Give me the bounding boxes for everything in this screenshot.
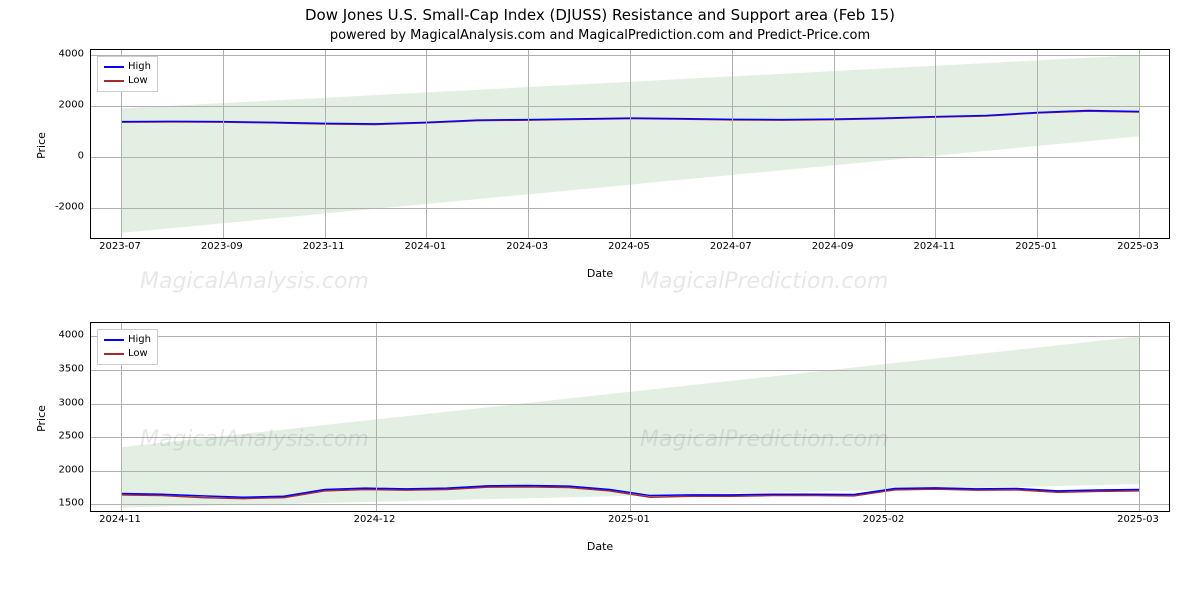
legend-high-line-icon — [104, 66, 124, 68]
legend-low-line-icon — [104, 80, 124, 82]
xtick-label: 2024-12 — [354, 514, 396, 525]
chart-2-legend: High Low — [97, 329, 158, 365]
legend-high-label: High — [128, 60, 151, 74]
legend-low-label: Low — [128, 347, 148, 361]
xtick-label: 2024-03 — [506, 241, 548, 252]
ytick-label: -2000 — [40, 201, 84, 212]
page-title: Dow Jones U.S. Small-Cap Index (DJUSS) R… — [0, 6, 1200, 24]
xtick-label: 2025-03 — [1117, 514, 1159, 525]
xtick-label: 2023-11 — [303, 241, 345, 252]
chart-1-legend: High Low — [97, 56, 158, 92]
legend-high-line-icon — [104, 339, 124, 341]
ytick-label: 4000 — [40, 330, 84, 341]
ytick-label: 3500 — [40, 364, 84, 375]
xtick-label: 2025-01 — [1015, 241, 1057, 252]
xtick-label: 2024-01 — [404, 241, 446, 252]
ytick-label: 3000 — [40, 397, 84, 408]
xtick-label: 2023-07 — [99, 241, 141, 252]
legend-low-line-icon — [104, 353, 124, 355]
xtick-label: 2025-01 — [608, 514, 650, 525]
xtick-label: 2024-09 — [812, 241, 854, 252]
ytick-label: 2500 — [40, 431, 84, 442]
xtick-label: 2023-09 — [201, 241, 243, 252]
ytick-label: 2000 — [40, 99, 84, 110]
ytick-label: 2000 — [40, 464, 84, 475]
chart-2-ylabel: Price — [35, 405, 48, 432]
ytick-label: 0 — [40, 150, 84, 161]
xtick-label: 2024-11 — [99, 514, 141, 525]
ytick-label: 1500 — [40, 498, 84, 509]
chart-1: Price High Low -2000020004000 2023-07202… — [20, 49, 1180, 304]
xtick-label: 2024-07 — [710, 241, 752, 252]
legend-low-label: Low — [128, 74, 148, 88]
xtick-label: 2025-03 — [1117, 241, 1159, 252]
chart-1-plot-area: High Low — [90, 49, 1170, 239]
chart-2: Price High Low 150020002500300035004000 … — [20, 322, 1180, 577]
page-subtitle: powered by MagicalAnalysis.com and Magic… — [0, 28, 1200, 43]
xtick-label: 2024-05 — [608, 241, 650, 252]
xtick-label: 2025-02 — [863, 514, 905, 525]
watermark-icon: MagicalPrediction.com — [640, 269, 888, 294]
chart-1-xlabel: Date — [587, 267, 613, 280]
ytick-label: 4000 — [40, 49, 84, 60]
chart-2-plot-area: High Low — [90, 322, 1170, 512]
chart-2-xlabel: Date — [587, 540, 613, 553]
xtick-label: 2024-11 — [913, 241, 955, 252]
legend-high-label: High — [128, 333, 151, 347]
watermark-icon: MagicalAnalysis.com — [140, 269, 369, 294]
